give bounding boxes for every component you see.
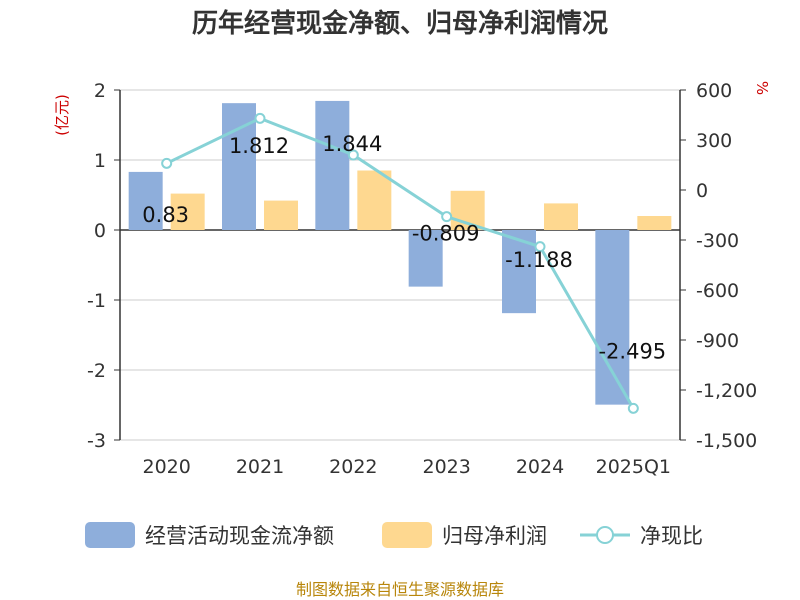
bar-cashflow [408,230,443,287]
left-tick-label: 0 [94,220,106,242]
ratio-point [627,402,639,414]
left-axis-unit: (亿元) [53,94,71,136]
ratio-point [534,241,546,253]
left-tick-label: -3 [87,430,106,452]
right-tick-label: 0 [696,180,708,202]
right-tick-label: -300 [696,230,739,252]
data-label-cashflow: 0.83 [142,203,189,227]
left-tick-label: -1 [87,290,106,312]
x-tick-label: 2025Q1 [596,456,671,478]
left-tick-label: 2 [94,80,106,102]
legend-swatch-cashflow [85,522,135,548]
ratio-line [161,112,639,414]
right-tick-label: -900 [696,330,739,352]
bars [128,100,672,405]
ratio-line-path [166,116,635,410]
x-tick-label: 2020 [142,456,190,478]
source-note: 制图数据来自恒生聚源数据库 [296,580,504,599]
data-label-cashflow: -2.495 [598,340,666,364]
bar-netprofit [637,216,672,230]
ratio-point [441,211,453,223]
right-tick-label: -1,500 [696,430,757,452]
legend-label-ratio: 净现比 [640,524,703,548]
legend: 经营活动现金流净额 归母净利润 净现比 [85,522,703,548]
data-label-cashflow: -0.809 [412,222,480,246]
x-tick-label: 2021 [236,456,284,478]
right-tick-label: -600 [696,280,739,302]
bar-netprofit [264,200,298,230]
data-labels: 0.83 1.812 1.844 -0.809 -1.188 -2.495 [142,132,666,364]
bar-netprofit [544,203,578,230]
gridlines [120,89,680,441]
bar-cashflow [128,171,163,230]
data-label-cashflow: 1.812 [229,134,289,158]
bar-cashflow [595,230,630,405]
left-tick-label: -2 [87,360,106,382]
bar-netprofit [357,170,392,230]
axes [114,89,686,441]
tick-labels: 2 1 0 -1 -2 -3 600 300 0 -300 -600 -900 -1,200 -1,500… [87,80,757,478]
right-tick-label: 300 [696,130,732,152]
x-tick-label: 2022 [329,456,377,478]
data-label-cashflow: 1.844 [322,132,382,156]
right-tick-label: 600 [696,80,732,102]
legend-marker-ratio [596,526,614,544]
ratio-point [161,157,173,169]
left-tick-label: 1 [94,150,106,172]
legend-label-cashflow: 经营活动现金流净额 [145,524,334,548]
legend-label-netprofit: 归母净利润 [442,524,547,548]
chart-title: 历年经营现金净额、归母净利润情况 [192,8,608,39]
ratio-point [347,149,359,161]
ratio-point [254,112,266,124]
x-tick-label: 2023 [422,456,470,478]
x-tick-label: 2024 [516,456,564,478]
right-axis-unit: % [753,81,771,95]
right-tick-label: -1,200 [696,380,757,402]
bar-netprofit [170,193,205,230]
legend-swatch-netprofit [382,522,432,548]
data-label-cashflow: -1.188 [505,248,573,272]
bar-cashflow [315,100,350,230]
